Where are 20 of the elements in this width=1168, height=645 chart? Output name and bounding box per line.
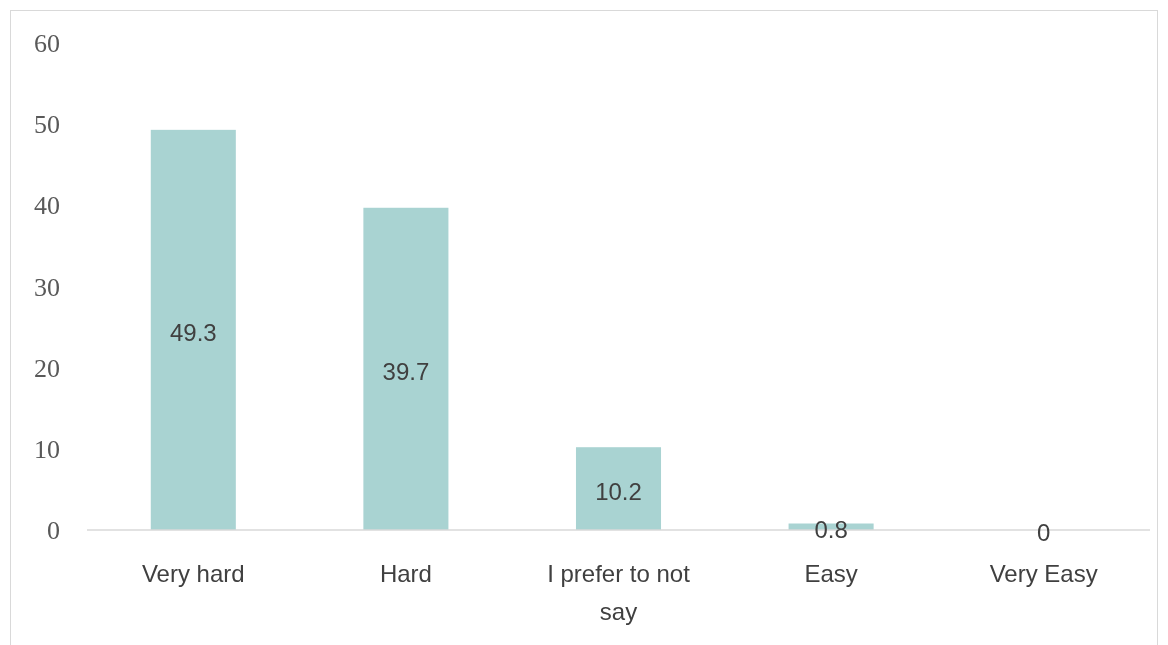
- y-tick-label: 0: [47, 516, 60, 546]
- x-tick-label: Hard: [379, 560, 432, 587]
- bar: [575, 447, 662, 530]
- data-label: 0: [1037, 519, 1051, 547]
- data-label: 49.3: [169, 319, 217, 347]
- bar: [363, 207, 449, 530]
- data-label: 39.7: [382, 358, 430, 386]
- x-tick-label: I prefer to not say: [547, 560, 691, 625]
- y-tick-label: 40: [34, 191, 60, 221]
- x-tick-label: Very Easy: [989, 560, 1098, 587]
- y-tick-label: 30: [34, 272, 60, 302]
- y-tick-label: 20: [34, 353, 60, 383]
- y-tick-label: 10: [34, 434, 60, 464]
- data-label: 10.2: [595, 478, 642, 506]
- data-label: 0.8: [814, 516, 848, 544]
- x-tick-label: Very hard: [141, 560, 245, 587]
- x-tick-label: Easy: [804, 560, 858, 587]
- y-tick-label: 50: [34, 110, 60, 140]
- y-tick-label: 60: [34, 29, 60, 59]
- bar: [150, 129, 236, 530]
